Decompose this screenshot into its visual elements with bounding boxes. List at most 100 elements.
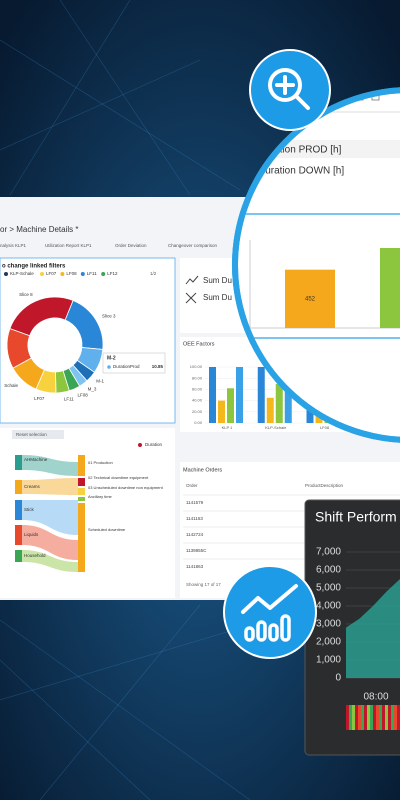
x-tick-label: LF08 xyxy=(320,425,330,430)
tab[interactable]: Utilization Report KLP1 xyxy=(45,243,92,248)
icon xyxy=(185,275,199,285)
sum-label: Sum Du xyxy=(203,276,232,285)
source-label: AHMachine xyxy=(24,457,48,462)
card-title: OEE Factors xyxy=(183,341,215,347)
target-label: 03 Unscheduled downtime non equipment xyxy=(88,485,164,490)
tooltip xyxy=(102,352,166,374)
timeline-segment xyxy=(385,705,388,730)
pager[interactable]: 1/2 xyxy=(150,271,157,276)
slice-label: Slice 8 xyxy=(19,292,33,297)
chart-icon[interactable] xyxy=(223,565,317,659)
breadcrumb: or > Machine Details * xyxy=(0,225,78,234)
x-tick-label: KLP-Schale xyxy=(265,425,287,430)
sankey-flows xyxy=(22,455,78,572)
timeline-segment xyxy=(379,705,382,730)
timeline-segment xyxy=(352,705,355,730)
legend-dot xyxy=(60,272,65,276)
y-tick-label: 2,000 xyxy=(316,637,341,648)
bar xyxy=(266,397,274,423)
tab[interactable]: Changeover comparison xyxy=(168,243,218,248)
sankey-card xyxy=(0,428,175,598)
cell: 1142724 xyxy=(186,532,204,537)
slice-label: LF08 xyxy=(77,392,88,397)
target-label: Scheduled downtime xyxy=(88,527,126,532)
legend-label: LF12 xyxy=(107,271,118,276)
tooltip-title: M-2 xyxy=(107,355,116,361)
column-header: Order xyxy=(186,483,198,488)
source-label: Creams xyxy=(24,484,41,489)
slice-label: Schale xyxy=(4,383,18,388)
zoom-icon-glass xyxy=(268,68,302,102)
target-label: Ancillary time xyxy=(88,494,113,499)
legend-dot xyxy=(40,272,44,276)
target-label: 02 Technical downtime equipment xyxy=(88,475,149,480)
zoom-icon-symbol xyxy=(275,75,310,110)
bar xyxy=(285,269,335,328)
timeline-segment xyxy=(388,705,391,730)
card-title: o change linked filters xyxy=(2,264,66,270)
zoom-icon[interactable] xyxy=(249,49,331,131)
x-tick-label: 08:00 xyxy=(363,692,388,703)
value-label: 452 xyxy=(305,296,316,302)
panel-title: Shift Perform xyxy=(315,509,397,525)
timeline-segment xyxy=(367,705,370,730)
target-label: 01 Production xyxy=(88,460,113,465)
sum-label: Sum Du xyxy=(203,293,232,302)
legend-label: KLP-Schale xyxy=(10,271,34,276)
y-tick-label: 0 xyxy=(335,673,341,684)
pie-slice xyxy=(6,328,32,369)
sankey-nodes xyxy=(15,455,85,572)
bar xyxy=(275,383,283,423)
timeline-segment xyxy=(376,705,379,730)
legend-label: Duration xyxy=(145,442,163,447)
y-tick-label: 100.00 xyxy=(190,364,203,369)
area xyxy=(346,579,400,678)
tooltip-label: DurationProd xyxy=(113,364,140,369)
y-tick-label: 7,000 xyxy=(316,547,341,558)
tab[interactable]: Order Deviation xyxy=(115,243,147,248)
bar xyxy=(218,400,225,423)
slice-label: M_3 xyxy=(88,386,97,391)
slice-label: Slice 3 xyxy=(102,314,116,319)
y-tick-label: 3,000 xyxy=(316,619,341,630)
bar xyxy=(227,388,234,423)
y-tick-label: 80.00 xyxy=(192,375,203,380)
cell: 1141163 xyxy=(186,516,203,521)
slice-label: LF07 xyxy=(34,396,45,401)
legend-label: LF11 xyxy=(87,271,97,276)
y-tick-label: 5,000 xyxy=(316,583,341,594)
y-tick-label: 6,000 xyxy=(316,565,341,576)
timeline-segment xyxy=(397,705,400,730)
network-lines xyxy=(0,0,301,800)
bar xyxy=(209,367,216,423)
row-label: Duration PROD [h] xyxy=(258,145,342,156)
timeline-segment xyxy=(373,705,376,730)
bar xyxy=(236,367,243,423)
zoom-lens-rim xyxy=(232,87,400,443)
tooltip-value: 10.85 xyxy=(152,364,164,369)
cell: 1141579 xyxy=(186,500,204,505)
source-label: Stick xyxy=(24,507,35,512)
icon xyxy=(185,292,197,304)
button-label[interactable]: Reset selection xyxy=(16,432,47,437)
chart-icon-line xyxy=(241,584,298,614)
tooltip-dot xyxy=(107,365,111,369)
y-tick-label: 20.00 xyxy=(192,409,203,414)
timeline-segment xyxy=(391,705,394,730)
slice-label: M-1 xyxy=(96,379,104,384)
timeline-segment xyxy=(370,705,373,730)
button[interactable] xyxy=(12,430,64,439)
legend-dot xyxy=(80,272,85,276)
card-title: Machine Orders xyxy=(183,467,222,473)
timeline-segment xyxy=(358,705,361,730)
column-header: ProductDescription xyxy=(305,483,344,488)
legend-label: LF08 xyxy=(66,271,77,276)
bar xyxy=(284,367,292,423)
tab[interactable]: nalysis KLP1 xyxy=(0,243,27,248)
cell: 1141863 xyxy=(186,564,204,569)
y-tick-label: 40.00 xyxy=(192,398,203,403)
chart-icon-bars xyxy=(244,614,291,642)
timeline-segment xyxy=(346,705,349,730)
